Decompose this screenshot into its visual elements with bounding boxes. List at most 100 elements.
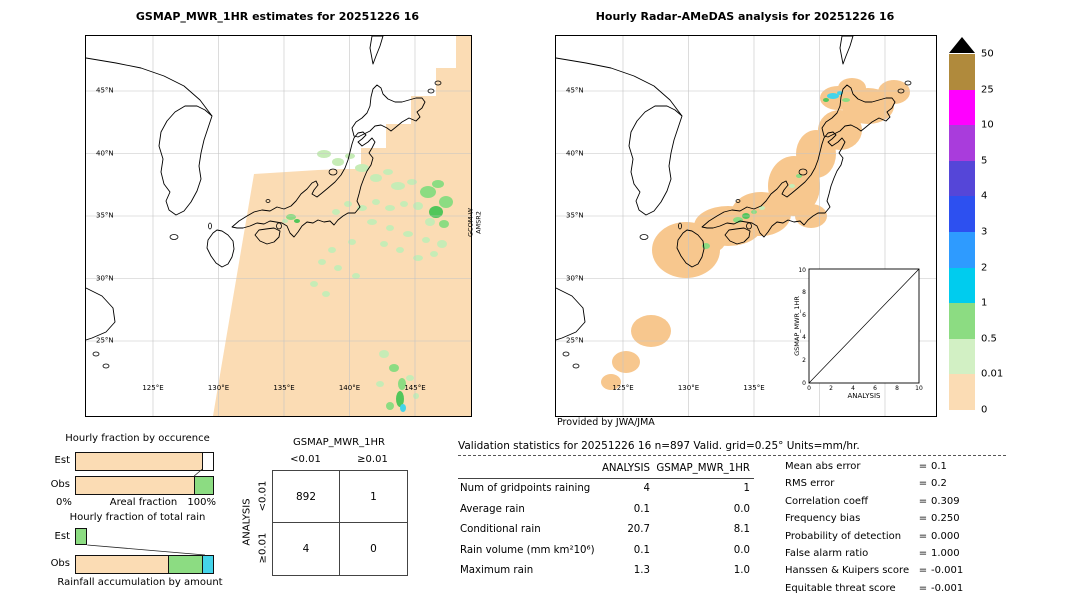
coastline [839,36,854,65]
rain-cell [413,393,419,399]
summary-stat: Hanssen & Kuipers score = -0.001 [785,562,963,579]
inset-y-label: GSMAP_MWR_1HR [793,296,801,356]
bar-segment-green [195,477,213,494]
rain-cell [310,281,318,287]
total-rain-obs-bar [75,555,214,574]
coastline [254,227,281,245]
rain-cell [842,98,850,102]
inset-x-tick: 0 [807,385,811,392]
rain-cell [432,180,444,188]
island [169,234,179,240]
bar-segment-cyan [203,556,213,573]
rain-cell [759,206,765,210]
contingency-cell: 4 [273,523,340,575]
grid-layer [86,36,471,416]
colorbar-label: 3 [981,226,988,238]
coastline-layer [86,36,442,369]
summary-text: Mean abs error [785,461,861,472]
summary-text: 0.000 [931,530,960,542]
colorbar-segment [949,125,975,161]
rain-cell [439,220,449,228]
colorbar-segment [949,160,975,197]
rain-cell [332,209,340,215]
colorbar-labels: 50 25 10 5 4 3 2 1 0.5 0.01 0 [981,0,1027,612]
stats-col-header: GSMAP_MWR_1HR [656,463,750,474]
stats-cell: Num of gridpoints raining [460,483,591,494]
summary-text: Probability of detection [785,530,902,542]
lon-tick: 130°E [207,384,230,392]
lon-tick: 130°E [677,384,700,392]
rain-cell [396,247,404,253]
summary-text: = [918,513,928,525]
precipitation-layer [601,78,910,390]
coastline [724,227,751,245]
summary-text: = [918,478,928,490]
stats-row: Average rain 0.1 0.0 [460,503,750,524]
summary-text: 1.000 [931,548,960,560]
right-map-canvas: 0 2 4 6 8 10 0 2 4 6 8 10 ANALYSIS GSMAP… [556,36,936,416]
colorbar-segment [949,231,975,268]
lat-tick: 40°N [96,149,114,157]
coastline [369,36,384,65]
lat-tick: 45°N [566,86,584,95]
coastline [206,229,235,268]
rain-cell [328,247,336,253]
coastline [86,57,213,117]
bar-segment-green [169,556,204,573]
inset-x-tick: 6 [873,385,877,392]
rain-cell [357,205,367,211]
rain-cell [385,205,395,211]
colorbar-label: 5 [981,155,988,167]
rain-cell [391,182,405,190]
stats-cell: 20.7 [627,524,650,535]
summary-stat: Correlation coeff = 0.309 [785,493,963,510]
lat-tick: 30°N [96,274,114,282]
coastline [86,287,116,341]
left-map-canvas [86,36,471,416]
stats-row: Rain volume (mm km²10⁶) 0.1 0.0 [460,544,750,565]
coastline [556,57,683,117]
stats-cell: Rain volume (mm km²10⁶) [460,544,595,556]
dashed-divider [458,455,1006,456]
total-rain-est-bar [75,528,212,545]
contingency-row-header: <0.01 [257,480,269,512]
inset-x-tick: 4 [851,385,855,392]
colorbar-segment [949,196,975,232]
island [328,168,338,176]
stats-cell: 0.0 [733,544,750,556]
lat-tick: 45°N [96,86,114,95]
rain-area [601,374,621,390]
coastline [231,131,376,238]
right-map-title: Hourly Radar-AMeDAS analysis for 2025122… [595,10,895,23]
summary-text: -0.001 [931,582,964,594]
summary-text: 0.250 [931,513,960,525]
inset-y-tick: 2 [802,357,806,364]
summary-text: Equitable threat score [785,582,896,594]
one-to-one-line [808,268,920,384]
summary-text: = [918,530,928,542]
island [904,80,912,86]
lat-tick: 30°N [566,274,584,282]
summary-text: False alarm ratio [785,548,869,560]
x-max-label: 100% [187,497,216,508]
lon-tick: 135°E [273,384,295,392]
lat-tick: 35°N [96,211,114,220]
total-rain-chart-title: Hourly fraction of total rain [69,512,206,523]
island [562,351,570,357]
lon-tick: 125°E [612,384,634,392]
rain-cell [348,239,356,245]
island [102,363,110,369]
coastline [556,287,586,341]
row-label-est: Est [54,455,70,466]
rain-cell [413,202,423,210]
coastline [821,84,896,138]
row-label-obs: Obs [50,558,70,569]
rain-cell [318,259,326,265]
contingency-title: GSMAP_MWR_1HR [293,437,385,448]
occurrence-obs-bar [75,476,214,495]
rain-cell [403,231,413,237]
occurrence-est-bar [75,452,214,471]
right-map-frame: 0 2 4 6 8 10 0 2 4 6 8 10 ANALYSIS GSMAP… [555,35,937,417]
bar-segment-white [203,453,213,470]
